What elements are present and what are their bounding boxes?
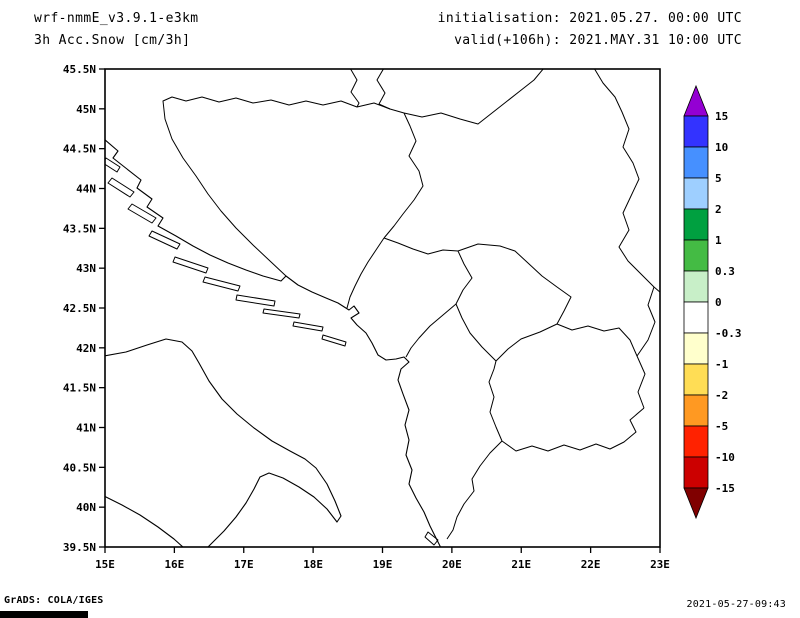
- y-tick-label: 44N: [76, 183, 96, 196]
- x-tick-label: 16E: [164, 558, 184, 571]
- coastline-path: [104, 496, 184, 548]
- colorbar-segment: [684, 302, 708, 333]
- taskbar-fragment: [0, 611, 88, 618]
- colorbar-segment: [684, 364, 708, 395]
- colorbar-segment: [684, 333, 708, 364]
- map-frame: [105, 69, 660, 547]
- colorbar-tick-label: -2: [715, 389, 728, 402]
- map-geography: [103, 68, 661, 548]
- map-axes: 15E 16E 17E 18E 19E 20E 21E 22E 23E 45.5N 45N 44.5N…: [63, 63, 670, 571]
- colorbar-tick-label: 0.3: [715, 265, 735, 278]
- island-outline: [236, 295, 275, 306]
- colorbar-tick-label: -1: [715, 358, 729, 371]
- colorbar: 15 10 5 2 1 0.3 0 -0.3 -1 -2 -5 -10 -15: [684, 86, 742, 518]
- country-border-path: [384, 238, 458, 254]
- colorbar-segment: [684, 457, 708, 488]
- country-border-path: [489, 361, 502, 441]
- country-border-path: [502, 408, 644, 451]
- y-tick-label: 39.5N: [63, 541, 96, 554]
- colorbar-tick-label: -0.3: [715, 327, 742, 340]
- colorbar-segment: [684, 178, 708, 209]
- colorbar-tick-label: 10: [715, 141, 728, 154]
- country-border-path: [347, 238, 384, 308]
- y-tick-label: 45.5N: [63, 63, 96, 76]
- colorbar-segment: [684, 147, 708, 178]
- y-tick-label: 43.5N: [63, 222, 96, 235]
- country-border-path: [404, 68, 544, 124]
- country-border-path: [456, 244, 571, 361]
- island-outline: [203, 277, 240, 291]
- colorbar-tick-label: 5: [715, 172, 722, 185]
- y-tick-label: 45N: [76, 103, 96, 116]
- island-outline: [108, 178, 134, 197]
- colorbar-tick-label: -10: [715, 451, 735, 464]
- island-outline: [128, 204, 156, 223]
- colorbar-segment: [684, 240, 708, 271]
- colorbar-arrow-up: [684, 86, 708, 116]
- y-tick-label: 40N: [76, 501, 96, 514]
- country-border-path: [447, 441, 502, 539]
- x-tick-label: 17E: [234, 558, 254, 571]
- x-tick-label: 22E: [581, 558, 601, 571]
- coastline-path: [104, 139, 441, 548]
- colorbar-segment: [684, 271, 708, 302]
- colorbar-tick-label: -15: [715, 482, 735, 495]
- colorbar-arrow-down: [684, 488, 708, 518]
- weather-map-plot: 15E 16E 17E 18E 19E 20E 21E 22E 23E 45.5N 45N 44.5N…: [0, 0, 800, 618]
- country-border-path: [637, 287, 655, 408]
- y-tick-label: 42N: [76, 342, 96, 355]
- colorbar-segment: [684, 426, 708, 457]
- country-border-path: [594, 68, 661, 293]
- country-border-path: [384, 113, 423, 238]
- country-border-path: [350, 68, 359, 107]
- creation-timestamp: 2021-05-27-09:43: [686, 599, 786, 610]
- island-outline: [293, 322, 323, 331]
- y-tick-label: 44.5N: [63, 143, 96, 156]
- colorbar-tick-label: -5: [715, 420, 728, 433]
- island-outline: [322, 335, 346, 346]
- x-tick-label: 21E: [511, 558, 531, 571]
- x-tick-label: 18E: [303, 558, 323, 571]
- x-tick-label: 19E: [373, 558, 393, 571]
- colorbar-segment: [684, 395, 708, 426]
- x-tick-label: 23E: [650, 558, 670, 571]
- grads-credit: GrADS: COLA/IGES: [4, 595, 104, 606]
- y-tick-label: 41.5N: [63, 382, 96, 395]
- y-tick-label: 43N: [76, 262, 96, 275]
- colorbar-tick-label: 0: [715, 296, 722, 309]
- colorbar-tick-label: 2: [715, 203, 722, 216]
- island-outline: [425, 532, 438, 545]
- colorbar-tick-label: 1: [715, 234, 722, 247]
- y-tick-label: 40.5N: [63, 461, 96, 474]
- island-outline: [149, 231, 180, 249]
- x-tick-label: 15E: [95, 558, 115, 571]
- colorbar-segment: [684, 209, 708, 240]
- x-tick-label: 20E: [442, 558, 462, 571]
- colorbar-segment: [684, 116, 708, 147]
- country-border-path: [557, 324, 637, 356]
- country-border-path: [377, 68, 390, 109]
- island-outline: [263, 309, 300, 318]
- colorbar-tick-label: 15: [715, 110, 728, 123]
- y-tick-label: 42.5N: [63, 302, 96, 315]
- grads-plot-window: wrf-nmmE_v3.9.1-e3km 3h Acc.Snow [cm/3h]…: [0, 0, 800, 618]
- country-border-path: [406, 304, 456, 357]
- y-tick-label: 41N: [76, 422, 96, 435]
- coastline-path: [104, 339, 341, 548]
- island-outline: [173, 257, 208, 273]
